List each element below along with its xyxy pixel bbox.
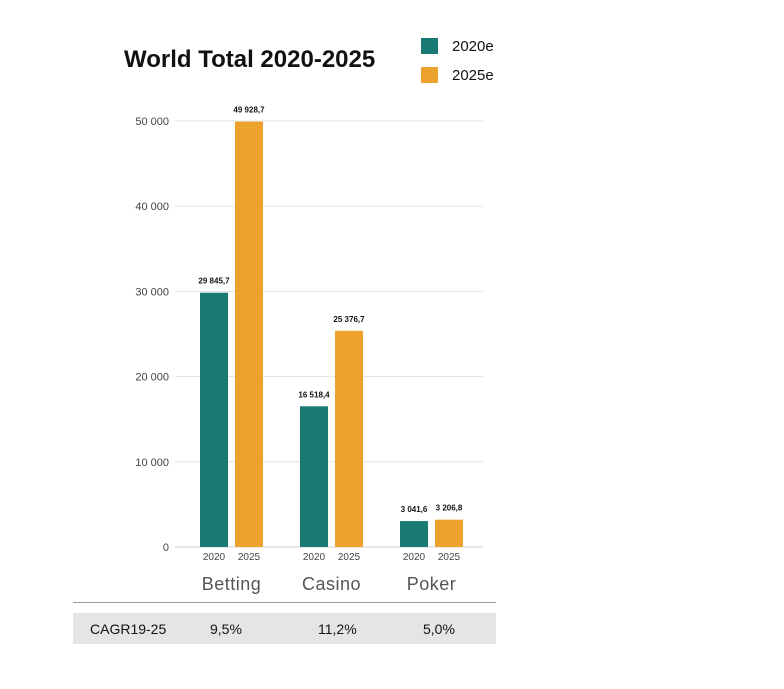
bar-betting-2025e: [235, 121, 263, 547]
cagr-value-casino: 11,2%: [318, 621, 357, 637]
legend-swatch-2020e: [421, 38, 438, 54]
x-sublabel: 2020: [403, 552, 426, 563]
x-sublabel: 2020: [203, 552, 226, 563]
bar-betting-2020e: [200, 292, 228, 547]
category-label: Betting: [202, 574, 262, 594]
x-sublabel: 2025: [338, 552, 361, 563]
x-sublabel: 2025: [238, 552, 261, 563]
legend-item-2020e: 2020e: [421, 37, 494, 55]
plot-area: 0 10 000 20 000 30 000 40 000 50 000 29 845,7 2…: [135, 106, 483, 594]
category-label: Casino: [302, 574, 361, 594]
cagr-label: CAGR19-25: [90, 621, 167, 637]
legend-label-2020e: 2020e: [452, 37, 494, 55]
data-label: 49 928,7: [233, 106, 265, 115]
legend-item-2025e: 2025e: [421, 66, 494, 84]
y-tick-label: 50 000: [135, 116, 169, 128]
bar-casino-2020e: [300, 406, 328, 547]
bar-poker-2025e: [435, 519, 463, 547]
data-label: 3 206,8: [436, 504, 463, 513]
legend-label-2025e: 2025e: [452, 66, 494, 84]
cagr-divider: [73, 602, 496, 603]
x-sublabel: 2020: [303, 552, 326, 563]
bar-casino-2025e: [335, 330, 363, 547]
data-label: 3 041,6: [401, 505, 428, 514]
legend-swatch-2025e: [421, 67, 438, 83]
y-tick-label: 30 000: [135, 286, 169, 298]
data-label: 25 376,7: [333, 315, 365, 324]
y-tick-label: 40 000: [135, 201, 169, 213]
bar-poker-2020e: [400, 521, 428, 547]
y-tick-label: 0: [163, 542, 169, 554]
chart-title: World Total 2020-2025: [124, 46, 376, 73]
data-label: 29 845,7: [198, 277, 230, 286]
cagr-value-betting: 9,5%: [210, 621, 242, 637]
x-sublabel: 2025: [438, 552, 461, 563]
y-tick-label: 20 000: [135, 372, 169, 384]
category-label: Poker: [407, 574, 457, 594]
y-tick-label: 10 000: [135, 457, 169, 469]
data-label: 16 518,4: [298, 390, 330, 399]
cagr-value-poker: 5,0%: [423, 621, 455, 637]
cagr-row: CAGR19-25 9,5% 11,2% 5,0%: [73, 613, 496, 644]
